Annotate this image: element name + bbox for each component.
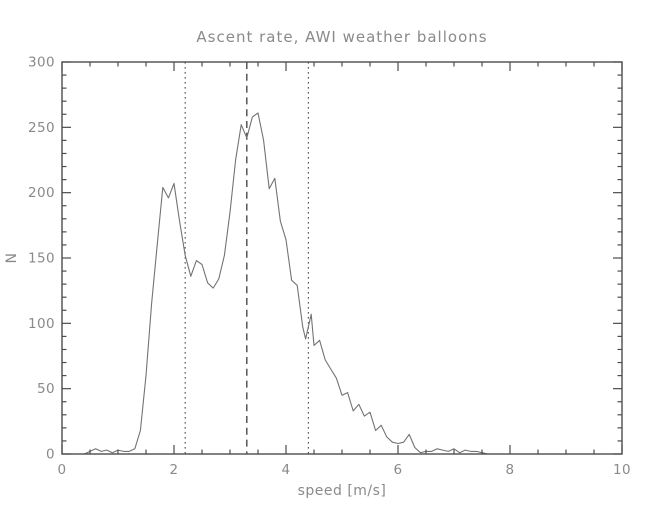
y-tick-label-300: 300 bbox=[28, 55, 55, 71]
y-axis-label: N bbox=[4, 253, 20, 264]
y-tick-label-50: 50 bbox=[37, 381, 55, 397]
chart-title: Ascent rate, AWI weather balloons bbox=[196, 28, 487, 46]
x-tick-label-0: 0 bbox=[58, 462, 67, 478]
y-tick-label-0: 0 bbox=[46, 447, 55, 463]
x-tick-label-8: 8 bbox=[506, 462, 515, 478]
y-tick-label-100: 100 bbox=[28, 316, 55, 332]
x-tick-label-4: 4 bbox=[282, 462, 291, 478]
data-curve-ascent-rate-frequency bbox=[83, 112, 494, 455]
x-axis-label: speed [m/s] bbox=[298, 483, 387, 499]
x-tick-label-2: 2 bbox=[170, 462, 179, 478]
x-tick-label-10: 10 bbox=[613, 462, 631, 478]
y-tick-label-200: 200 bbox=[28, 185, 55, 201]
x-tick-label-6: 6 bbox=[394, 462, 403, 478]
y-tick-label-250: 250 bbox=[28, 120, 55, 136]
y-tick-label-150: 150 bbox=[28, 251, 55, 267]
